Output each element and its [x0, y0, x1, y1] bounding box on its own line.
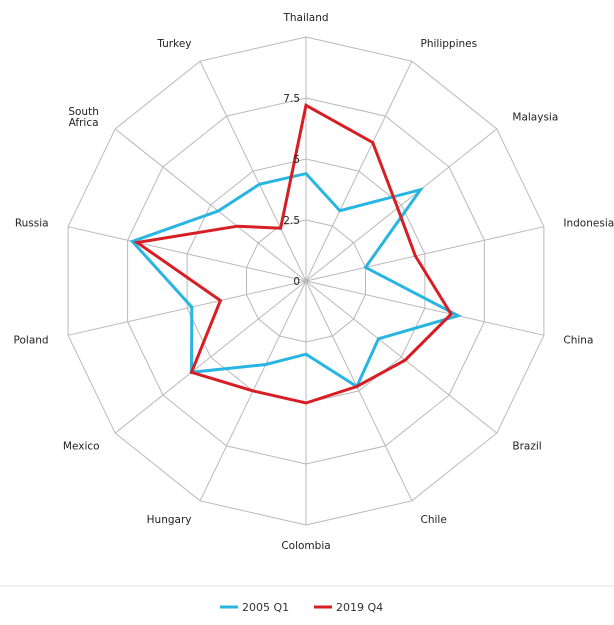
category-label-poland: Poland [14, 335, 49, 347]
category-label-mexico: Mexico [63, 441, 100, 453]
series-line-2019-q4 [133, 102, 453, 405]
grid-spoke [114, 280, 307, 434]
category-label-colombia: Colombia [281, 540, 330, 552]
category-label-south-africa: South Africa [68, 106, 99, 129]
category-label-hungary: Hungary [147, 514, 192, 526]
category-label-china: China [563, 335, 593, 347]
grid-spoke [305, 60, 413, 282]
category-label-philippines: Philippines [421, 38, 478, 50]
grid-spoke [305, 280, 498, 434]
tick-label: 0 [293, 276, 300, 288]
radar-series [129, 102, 463, 405]
category-label-russia: Russia [15, 217, 49, 229]
legend-label-2019-q4: 2019 Q4 [336, 601, 383, 614]
category-label-turkey: Turkey [156, 38, 191, 50]
radar-tick-labels: 0 2.5 5 7.5 [283, 93, 300, 288]
grid-spoke [305, 280, 545, 336]
category-label-malaysia: Malaysia [512, 111, 558, 123]
grid-spoke [67, 280, 307, 336]
grid-spoke [114, 128, 307, 282]
tick-label: 7.5 [283, 93, 300, 105]
category-label-thailand: Thailand [282, 12, 328, 24]
grid-spoke [67, 226, 307, 282]
legend: 2005 Q1 2019 Q4 [220, 601, 383, 614]
radar-category-labels: Thailand Philippines Malaysia Indonesia Chin… [14, 12, 614, 552]
tick-label: 2.5 [283, 215, 300, 227]
series-line-2005-q1 [129, 171, 463, 389]
tick-label: 5 [293, 154, 300, 166]
grid-spoke [305, 226, 545, 282]
category-label-brazil: Brazil [512, 441, 541, 453]
category-label-chile: Chile [421, 514, 447, 526]
grid-spoke [305, 280, 413, 502]
category-label-indonesia: Indonesia [563, 217, 614, 229]
grid-spoke [199, 60, 307, 282]
legend-label-2005-q1: 2005 Q1 [242, 601, 289, 614]
grid-spoke [305, 128, 498, 282]
